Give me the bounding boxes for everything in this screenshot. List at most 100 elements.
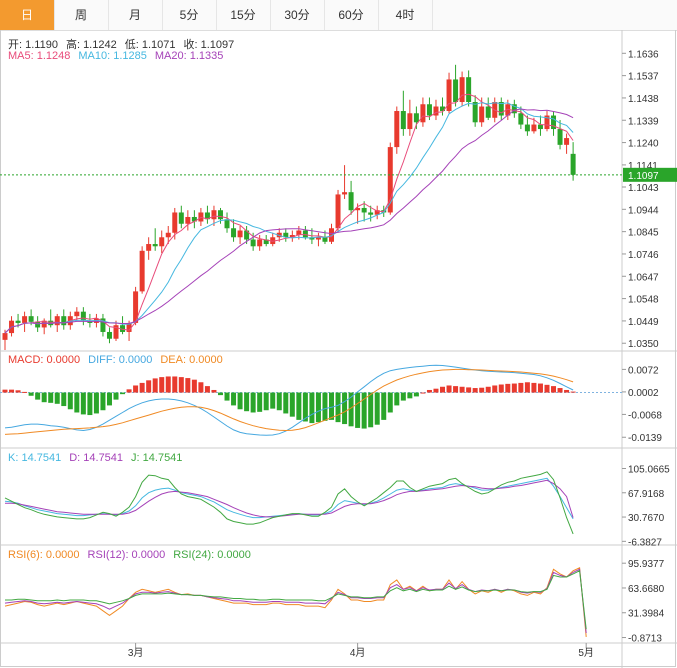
- macd-bar: [146, 380, 152, 393]
- macd-bar: [355, 392, 361, 428]
- candle-body: [244, 230, 250, 240]
- rsi24-line: [5, 570, 587, 630]
- macd-bar: [133, 385, 139, 393]
- candle-body: [446, 79, 452, 112]
- tab-1[interactable]: 周: [54, 0, 109, 30]
- candle-body: [453, 79, 459, 102]
- candle-body: [263, 239, 269, 245]
- candle-body: [348, 192, 354, 211]
- macd-bar: [315, 392, 321, 423]
- macd-bar: [126, 389, 132, 393]
- macd-bar: [152, 378, 158, 393]
- y-tick-label: 1.1438: [628, 94, 659, 105]
- tab-5[interactable]: 30分: [270, 0, 325, 30]
- macd-bar: [100, 392, 106, 411]
- macd-bar: [61, 392, 67, 407]
- candle-body: [217, 210, 223, 220]
- candle-body: [28, 316, 34, 322]
- candle-body: [15, 320, 21, 323]
- candle-body: [315, 237, 321, 240]
- tab-6[interactable]: 60分: [324, 0, 379, 30]
- macd-bar: [9, 389, 15, 393]
- macd-legend: MACD: 0.0000 DIFF: 0.0000 DEA: 0.0000: [8, 354, 231, 366]
- macd-bar: [231, 392, 237, 406]
- candle-body: [368, 212, 374, 215]
- candle-body: [413, 113, 419, 123]
- candle-body: [557, 129, 563, 145]
- tab-0[interactable]: 日: [0, 0, 55, 30]
- candle-body: [178, 212, 184, 224]
- macd-bar: [342, 392, 348, 425]
- tab-7[interactable]: 4时: [378, 0, 433, 30]
- macd-bar: [387, 392, 393, 413]
- macd-bar: [531, 382, 537, 393]
- y-tick-label: 1.1141: [628, 161, 658, 172]
- tab-2[interactable]: 月: [108, 0, 163, 30]
- macd-bar: [459, 386, 465, 393]
- y-tick-label: 0.0072: [628, 365, 659, 376]
- macd-bar: [420, 392, 426, 394]
- candle-body: [80, 311, 86, 321]
- candle-body: [48, 320, 54, 326]
- macd-bar: [35, 392, 41, 400]
- y-tick-label: -0.0068: [628, 410, 662, 421]
- macd-bar: [204, 386, 210, 393]
- macd-bar: [564, 389, 570, 393]
- macd-bar: [276, 392, 282, 411]
- macd-bar: [413, 392, 419, 397]
- macd-bar: [524, 382, 530, 393]
- last-price-badge: [623, 167, 677, 182]
- macd-bar: [426, 389, 432, 393]
- ma20-line: [4, 108, 574, 334]
- candle-body: [466, 77, 472, 102]
- macd-bar: [544, 384, 550, 393]
- rsi6-value: RSI(6): 0.0000: [8, 549, 80, 561]
- macd-value: MACD: 0.0000: [8, 354, 81, 366]
- tab-4[interactable]: 15分: [216, 0, 271, 30]
- rsi-legend: RSI(6): 0.0000 RSI(12): 0.0000 RSI(24): 0.…: [8, 549, 259, 561]
- candle-body: [224, 219, 230, 229]
- macd-bar: [511, 383, 517, 393]
- candle-body: [22, 316, 28, 323]
- candle-body: [387, 147, 393, 213]
- last-price-label: 1.1097: [628, 171, 659, 182]
- macd-bar: [485, 386, 491, 393]
- macd-bar: [309, 392, 315, 424]
- k-value: K: 14.7541: [8, 452, 62, 464]
- close-value: 收: 1.1097: [183, 39, 235, 51]
- tab-3[interactable]: 5分: [162, 0, 217, 30]
- rsi24-value: RSI(24): 0.0000: [173, 549, 251, 561]
- high-value: 高: 1.1242: [65, 39, 117, 51]
- macd-bar: [348, 392, 354, 427]
- candle-body: [361, 207, 367, 213]
- candle-body: [133, 291, 139, 323]
- y-tick-label: 105.0665: [628, 464, 670, 475]
- candle-body: [211, 210, 217, 220]
- ma5-value: MA5: 1.1248: [8, 50, 71, 62]
- macd-bar: [224, 392, 230, 401]
- candle-body: [544, 115, 550, 130]
- y-tick-label: -6.3827: [628, 537, 662, 548]
- macd-bar: [505, 383, 511, 393]
- candle-body: [152, 244, 158, 247]
- candle-body: [537, 124, 543, 130]
- y-tick-label: 1.0449: [628, 317, 659, 328]
- candle-body: [524, 124, 530, 132]
- macd-bar: [557, 388, 563, 393]
- candle-body: [335, 194, 341, 229]
- macd-bar: [361, 392, 367, 429]
- macd-bar: [492, 385, 498, 393]
- candle-body: [511, 104, 517, 114]
- candle-body: [440, 106, 446, 112]
- macd-bar: [296, 392, 302, 420]
- candle-body: [459, 77, 465, 102]
- period-tabs: 日周月 5分 15分 30分 60分 4时: [0, 0, 677, 31]
- candle-body: [355, 207, 361, 211]
- candle-body: [374, 210, 380, 215]
- candle-body: [146, 244, 152, 251]
- macd-bar: [87, 392, 93, 416]
- candle-body: [185, 216, 191, 224]
- candle-body: [479, 106, 485, 123]
- candle-body: [74, 311, 80, 317]
